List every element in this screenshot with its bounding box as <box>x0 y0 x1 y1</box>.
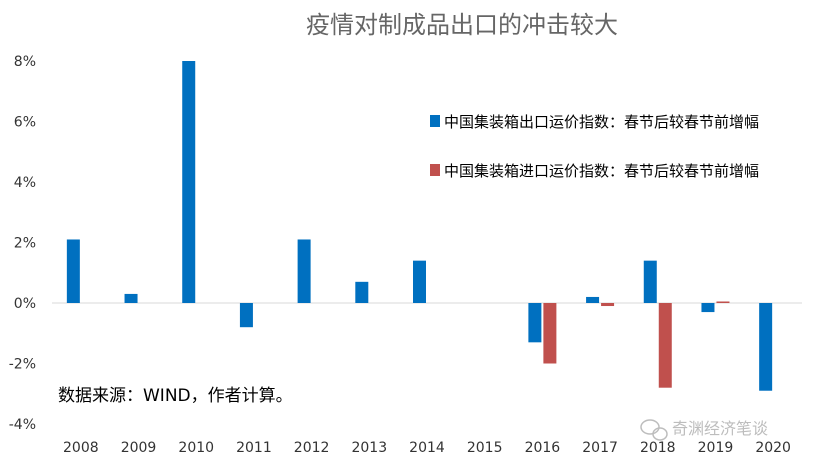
wechat-icon <box>640 419 668 441</box>
bar-export-2011 <box>239 303 253 328</box>
bar-export-2012 <box>297 239 311 303</box>
y-tick-label: 4% <box>14 175 36 191</box>
legend-swatch-export <box>430 115 440 127</box>
bar-export-2009 <box>124 293 138 303</box>
bar-import-2016 <box>543 303 557 364</box>
bar-export-2018 <box>643 260 657 303</box>
x-tick-label: 2018 <box>640 440 676 456</box>
legend-swatch-import <box>430 164 440 176</box>
x-axis: 2008 2009 2010 2011 2012 2013 2014 2015 2016 2017… <box>63 440 791 456</box>
y-tick-label: 6% <box>14 115 36 131</box>
bar-export-2020 <box>759 303 773 391</box>
x-tick-label: 2017 <box>582 440 618 456</box>
x-tick-label: 2009 <box>121 440 157 456</box>
watermark: 奇渊经济笔谈 <box>640 419 768 441</box>
y-tick-label: -4% <box>9 417 36 433</box>
bar-export-2014 <box>413 260 426 303</box>
x-tick-label: 2020 <box>755 440 791 456</box>
bar-export-2008 <box>66 239 80 303</box>
x-tick-label: 2012 <box>294 440 330 456</box>
x-tick-label: 2019 <box>698 440 734 456</box>
x-tick-label: 2011 <box>236 440 272 456</box>
y-tick-label: 8% <box>14 54 36 70</box>
legend: 中国集装箱出口运价指数：春节后较春节前增幅 中国集装箱进口运价指数：春节后较春节… <box>430 113 759 180</box>
chart-title: 疫情对制成品出口的冲击较大 <box>306 11 618 39</box>
source-note: 数据来源：WIND，作者计算。 <box>58 386 293 406</box>
y-axis: -4% -2% 0% 2% 4% 6% 8% <box>9 54 36 433</box>
bar-import-2018 <box>658 303 672 388</box>
x-tick-label: 2015 <box>467 440 503 456</box>
bars <box>66 61 773 391</box>
bar-export-2017 <box>586 296 600 303</box>
bar-export-2016 <box>528 303 542 343</box>
x-tick-label: 2013 <box>351 440 387 456</box>
bar-export-2019 <box>701 303 715 313</box>
bar-export-2010 <box>182 61 196 303</box>
watermark-text: 奇渊经济笔谈 <box>672 419 768 438</box>
legend-label-export: 中国集装箱出口运价指数：春节后较春节前增幅 <box>444 113 759 131</box>
y-tick-label: -2% <box>9 357 36 373</box>
bar-export-2013 <box>355 281 369 303</box>
bar-import-2017 <box>601 303 615 307</box>
x-tick-label: 2016 <box>525 440 561 456</box>
x-tick-label: 2008 <box>63 440 99 456</box>
x-tick-label: 2014 <box>409 440 445 456</box>
x-tick-label: 2010 <box>178 440 214 456</box>
y-tick-label: 0% <box>14 296 36 312</box>
legend-label-import: 中国集装箱进口运价指数：春节后较春节前增幅 <box>444 162 759 180</box>
bar-import-2019 <box>716 301 730 303</box>
y-tick-label: 2% <box>14 236 36 252</box>
